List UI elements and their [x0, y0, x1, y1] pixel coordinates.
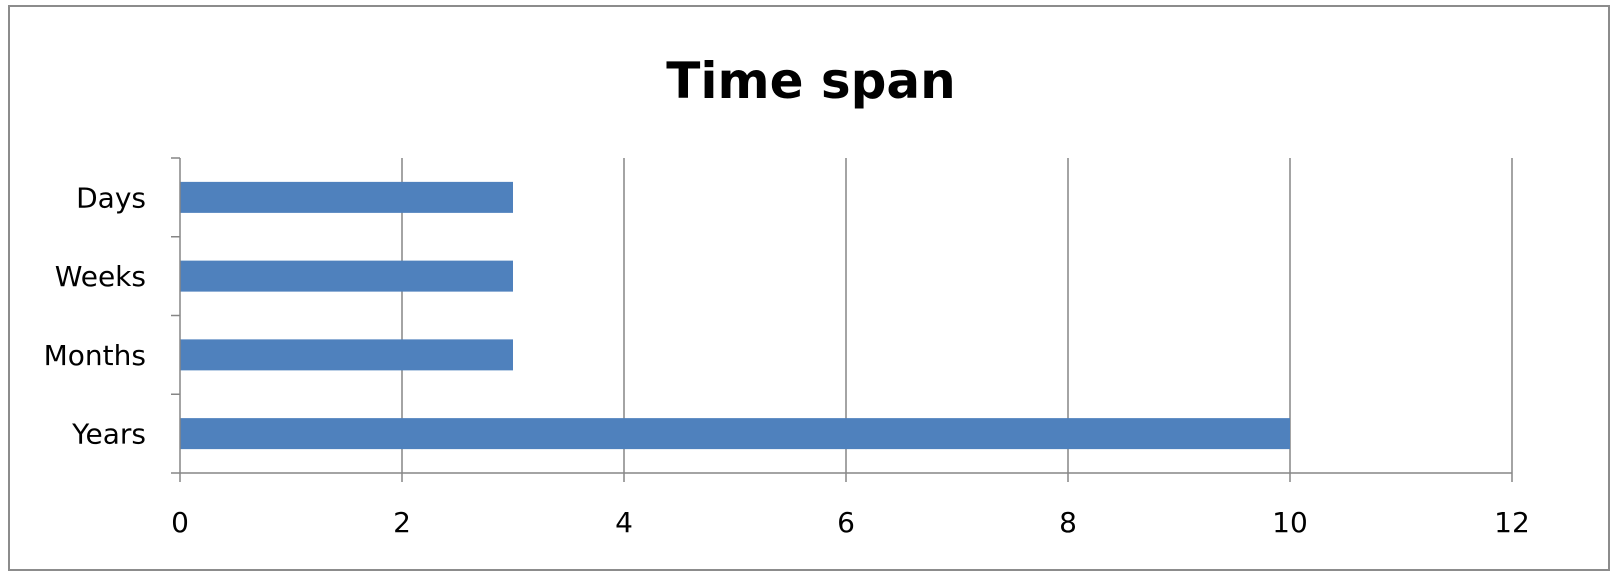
y-tick-label: Years: [71, 418, 146, 451]
x-tick-label: 2: [393, 506, 411, 539]
y-tick-labels: Days Weeks Months Years: [44, 181, 146, 450]
y-tick-label: Months: [44, 339, 146, 372]
x-tick-label: 0: [171, 506, 189, 539]
x-tick-label: 4: [615, 506, 633, 539]
y-tick-label: Days: [76, 181, 146, 214]
chart-title: Time span: [666, 52, 956, 110]
bar-months: [180, 339, 513, 371]
x-tick-label: 12: [1494, 506, 1530, 539]
x-tick-label: 10: [1272, 506, 1308, 539]
bar-days: [180, 181, 513, 213]
x-tick-labels: 0 2 4 6 8 10 12: [171, 506, 1530, 539]
bar-years: [180, 418, 1290, 450]
y-tick-label: Weeks: [55, 260, 146, 293]
axes: [171, 157, 1513, 482]
bars: [180, 181, 1290, 450]
bar-weeks: [180, 260, 513, 292]
x-tick-label: 6: [837, 506, 855, 539]
x-tick-label: 8: [1059, 506, 1077, 539]
